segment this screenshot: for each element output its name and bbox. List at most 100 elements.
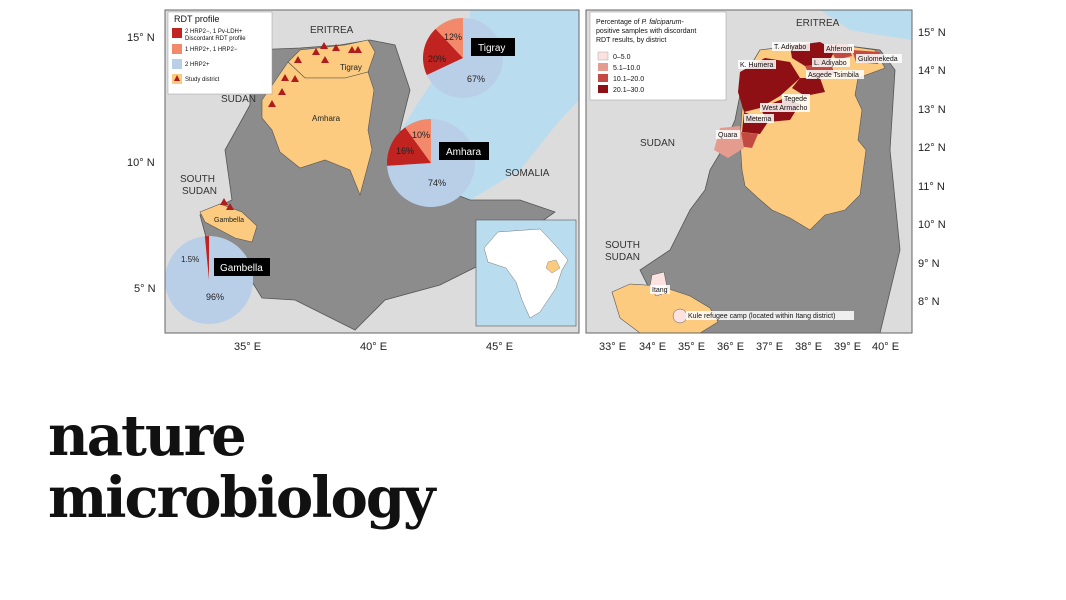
pie-amhara: 10% 16% 74% Amhara — [387, 119, 489, 207]
right-lon-tick-39: 39° E — [834, 341, 861, 353]
pie-gambella-mixed-slice — [204, 236, 209, 280]
pie-tigray-discordant-label: 20% — [428, 54, 446, 64]
right-lon-tick-40: 40° E — [872, 341, 899, 353]
left-map-amhara-region — [261, 61, 375, 196]
right-legend-swatch-3 — [598, 85, 608, 93]
pie-tigray-tag — [471, 38, 515, 56]
left-lon-tick-35: 35° E — [234, 341, 261, 353]
pie-gambella-tag-label: Gambella — [220, 263, 263, 274]
right-lon-tick-36: 36° E — [717, 341, 744, 353]
study-district-marker — [320, 42, 328, 49]
right-lon-tick-34: 34° E — [639, 341, 666, 353]
right-lat-tick-15: 15° N — [918, 27, 946, 39]
right-label-eritrea: ERITREA — [796, 18, 840, 29]
left-map: ERITREA SUDAN SOUTH SUDAN SOMALIA Tigray… — [127, 9, 580, 353]
right-label-south-sudan-line2: SUDAN — [605, 252, 640, 263]
right-lat-tick-12: 12° N — [918, 142, 946, 154]
right-lat-tick-13: 13° N — [918, 104, 946, 116]
label-amhara: Amhara — [312, 114, 341, 123]
pie-tigray: 12% 20% 67% Tigray — [423, 18, 515, 98]
study-district-marker — [348, 46, 356, 53]
study-district-marker — [291, 75, 299, 82]
label-somalia: SOMALIA — [505, 168, 550, 179]
label-south-sudan-line1: SOUTH — [180, 174, 215, 185]
legend-box — [167, 11, 273, 95]
study-district-marker — [312, 48, 320, 55]
district-k-humera — [738, 58, 800, 112]
legend-swatch-positive — [172, 59, 182, 69]
figure: ERITREA SUDAN SOUTH SUDAN SOMALIA Tigray… — [127, 9, 946, 353]
brand-wordmark-line2: microbiology — [48, 465, 436, 531]
africa-inset — [475, 219, 577, 327]
right-lat-tick-10: 10° N — [918, 219, 946, 231]
district-label-t-adiyabo: T. Adiyabo — [774, 44, 806, 51]
right-label-sudan: SUDAN — [640, 138, 675, 149]
label-gambella: Gambella — [214, 217, 244, 224]
brand-wordmark-line1: nature — [48, 403, 247, 469]
legend-item3: 2 HRP2+ — [185, 62, 210, 68]
district-label-k-humera: K. Humera — [740, 62, 774, 69]
label-south-sudan-line2: SUDAN — [182, 186, 217, 197]
kule-camp-marker — [672, 308, 688, 324]
right-legend-swatch-1 — [598, 63, 608, 71]
district-label-west-armacho: West Armacho — [762, 105, 807, 112]
right-legend-item-3: 20.1–30.0 — [613, 87, 644, 94]
right-lon-tick-33: 33° E — [599, 341, 626, 353]
legend-item1-line1: 2 HRP2−, 1 Pv-LDH+ — [185, 29, 243, 35]
pie-tigray-discordant-slice — [423, 28, 463, 76]
study-district-marker — [226, 203, 234, 210]
study-district-marker — [321, 56, 329, 63]
study-district-marker — [354, 46, 362, 53]
pie-amhara-mixed-label: 10% — [412, 130, 430, 140]
inset-africa — [483, 228, 569, 319]
right-lon-tick-37: 37° E — [756, 341, 783, 353]
district-label-kule: Kule refugee camp (located within Itang … — [688, 313, 835, 320]
study-district-marker — [278, 88, 286, 95]
district-label-metema: Metema — [746, 116, 771, 123]
district-label-tegede: Tegede — [784, 96, 807, 103]
study-district-marker — [268, 100, 276, 107]
study-district-marker — [294, 56, 302, 63]
pie-tigray-positive-label: 67% — [467, 74, 485, 84]
pie-gambella: 1.5% 96% Gambella — [165, 235, 270, 324]
pie-amhara-mixed-slice — [405, 119, 431, 163]
left-lat-tick-15: 15° N — [127, 32, 155, 44]
legend-item2: 1 HRP2+, 1 HRP2− — [185, 47, 238, 53]
right-lon-tick-38: 38° E — [795, 341, 822, 353]
legend-item1-line2: Discordant RDT profile — [185, 36, 246, 42]
pie-amhara-tag — [439, 142, 489, 160]
left-lon-tick-40: 40° E — [360, 341, 387, 353]
pie-amhara-positive-slice — [387, 119, 476, 207]
right-lat-tick-14: 14° N — [918, 65, 946, 77]
left-lat-tick-5: 5° N — [134, 283, 156, 295]
discordant-percentage-legend: Percentage of P. falciparum- positive sa… — [589, 11, 727, 101]
right-legend-title-line2: positive samples with discordant — [596, 28, 696, 35]
district-label-ahferom: Ahferom — [826, 46, 853, 53]
right-legend-swatch-0 — [597, 51, 609, 61]
pie-gambella-mixed-label: 1.5% — [181, 255, 199, 264]
right-map: ERITREA SUDAN SOUTH SUDAN T. Adiyabo Ahf… — [585, 9, 946, 353]
pie-tigray-tag-label: Tigray — [478, 43, 505, 54]
right-lat-tick-11: 11° N — [918, 181, 945, 193]
legend-swatch-discordant — [172, 28, 182, 38]
left-map-gambella-region — [199, 203, 258, 243]
right-legend-title-line1: Percentage of P. falciparum- — [596, 19, 684, 26]
right-lat-tick-9: 9° N — [918, 258, 940, 270]
pie-amhara-positive-label: 74% — [428, 178, 446, 188]
legend-triangle-icon — [174, 75, 180, 81]
right-lat-tick-8: 8° N — [918, 296, 940, 308]
right-legend-box — [589, 11, 727, 101]
left-lon-tick-45: 45° E — [486, 341, 513, 353]
label-eritrea: ERITREA — [310, 25, 354, 36]
pie-gambella-positive-slice — [165, 235, 254, 324]
pie-tigray-mixed-label: 12% — [444, 32, 462, 42]
district-label-quara: Quara — [718, 132, 738, 139]
district-asgede-tsimbila — [792, 78, 825, 96]
study-district-markers — [220, 42, 362, 210]
rdt-profile-legend: RDT profile 2 HRP2−, 1 Pv-LDH+ Discordan… — [167, 11, 273, 95]
right-legend-item-0: 0–5.0 — [613, 54, 631, 61]
pie-amhara-discordant-label: 16% — [396, 146, 414, 156]
right-legend-item-1: 5.1–10.0 — [613, 65, 640, 72]
label-sudan: SUDAN — [221, 94, 256, 105]
district-label-itang: Itang — [652, 287, 668, 294]
